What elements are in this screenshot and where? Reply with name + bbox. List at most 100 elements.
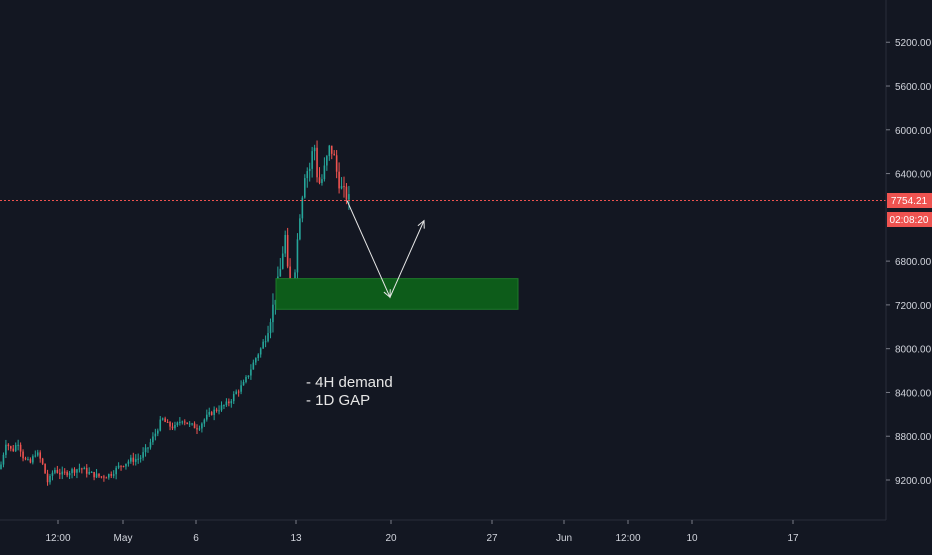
- candle-body: [269, 322, 272, 334]
- candle-body: [100, 476, 103, 478]
- candle-body: [2, 454, 5, 465]
- candle-body: [174, 424, 176, 429]
- candle-body: [250, 369, 252, 376]
- time-tick-label: Jun: [556, 533, 572, 544]
- candle-body: [304, 178, 306, 198]
- candle-body: [179, 421, 181, 423]
- candle-body: [345, 186, 348, 200]
- candle-body: [39, 452, 41, 459]
- candle-body: [14, 445, 17, 452]
- candle-body: [68, 473, 71, 476]
- candle-body: [338, 171, 340, 189]
- candle-body: [161, 418, 164, 420]
- candle-body: [245, 376, 247, 382]
- candle-body: [139, 457, 142, 459]
- demand-zone[interactable]: [275, 278, 519, 310]
- candle-body: [311, 151, 313, 169]
- current-price-badge: 7754.21: [887, 193, 932, 208]
- candle-body: [132, 457, 135, 462]
- candle-body: [203, 419, 206, 424]
- candle-body: [316, 147, 318, 178]
- candle-body: [240, 385, 242, 392]
- candle-body: [225, 401, 228, 406]
- candle-body: [169, 422, 171, 427]
- candle-body: [321, 179, 323, 183]
- candle-body: [120, 465, 122, 467]
- candle-body: [154, 433, 157, 437]
- candle-body: [343, 186, 345, 188]
- countdown-badge: 02:08:20: [887, 212, 932, 227]
- candle-body: [257, 354, 260, 359]
- candle-body: [166, 421, 169, 423]
- candle-body: [215, 409, 218, 411]
- candle-body: [90, 471, 93, 473]
- candle-body: [7, 444, 10, 447]
- candle-body: [19, 444, 22, 452]
- candle-body: [137, 458, 139, 460]
- candle-body: [98, 473, 100, 477]
- candle-body: [183, 421, 186, 423]
- candle-body: [206, 414, 208, 420]
- candle-body: [230, 401, 233, 404]
- candle-body: [299, 218, 301, 240]
- candle-body: [198, 428, 201, 430]
- projection-arrows[interactable]: [346, 200, 425, 299]
- candle-body: [159, 419, 162, 431]
- candle-body: [117, 465, 120, 468]
- candle-body: [289, 266, 291, 287]
- price-tick-label: 6000.00: [895, 126, 932, 137]
- candle-body: [71, 469, 73, 474]
- price-tick-label: 6800.00: [895, 257, 932, 268]
- candle-body: [61, 471, 64, 475]
- candle-body: [335, 155, 338, 172]
- price-tick-label: 8800.00: [895, 432, 932, 443]
- candle-body: [191, 423, 193, 425]
- candle-body: [186, 422, 188, 425]
- candle-body: [81, 468, 83, 470]
- candle-body: [54, 469, 56, 473]
- price-axis[interactable]: 9200.00 8800.00 8400.00 8000.00 7200.00 6800.…: [886, 38, 932, 487]
- time-tick-label: 10: [686, 533, 698, 544]
- candle-body: [134, 459, 137, 462]
- candle-body: [0, 464, 2, 470]
- time-tick-label: May: [114, 533, 133, 544]
- time-axis[interactable]: 12:00 May 6 13 20 27 Jun 12:00 10 17: [45, 520, 799, 544]
- candle-body: [85, 467, 88, 474]
- candle-body: [59, 472, 61, 475]
- candle-body: [284, 234, 286, 254]
- candle-body: [259, 348, 262, 355]
- candle-body: [301, 197, 304, 219]
- candle-body: [49, 475, 51, 483]
- candle-body: [10, 446, 12, 449]
- candle-body: [108, 474, 110, 478]
- countdown-badge-bg: [887, 212, 932, 227]
- candle-body: [223, 405, 225, 407]
- candle-body: [152, 436, 154, 443]
- candle-body: [267, 333, 269, 342]
- candle-body: [24, 458, 27, 460]
- candle-body: [29, 459, 32, 463]
- candle-body: [232, 394, 235, 402]
- candle-body: [41, 458, 44, 464]
- candle-body: [213, 409, 215, 415]
- candle-body: [112, 474, 115, 476]
- time-tick-label: 12:00: [45, 533, 70, 544]
- candles-layer: [0, 140, 350, 486]
- candle-body: [296, 239, 299, 273]
- candle-body: [27, 459, 29, 461]
- price-tick-label: 9200.00: [895, 476, 932, 487]
- candle-body: [32, 456, 34, 463]
- candle-body: [218, 410, 220, 412]
- price-tick-label: 8400.00: [895, 388, 932, 399]
- candle-body: [83, 467, 86, 470]
- candle-body: [22, 451, 24, 459]
- candle-body: [125, 463, 127, 467]
- candle-body: [252, 362, 255, 370]
- candle-body: [56, 469, 59, 473]
- candle-body: [235, 391, 237, 395]
- time-tick-label: 6: [193, 533, 199, 544]
- candle-body: [193, 423, 196, 429]
- candle-body: [220, 405, 223, 411]
